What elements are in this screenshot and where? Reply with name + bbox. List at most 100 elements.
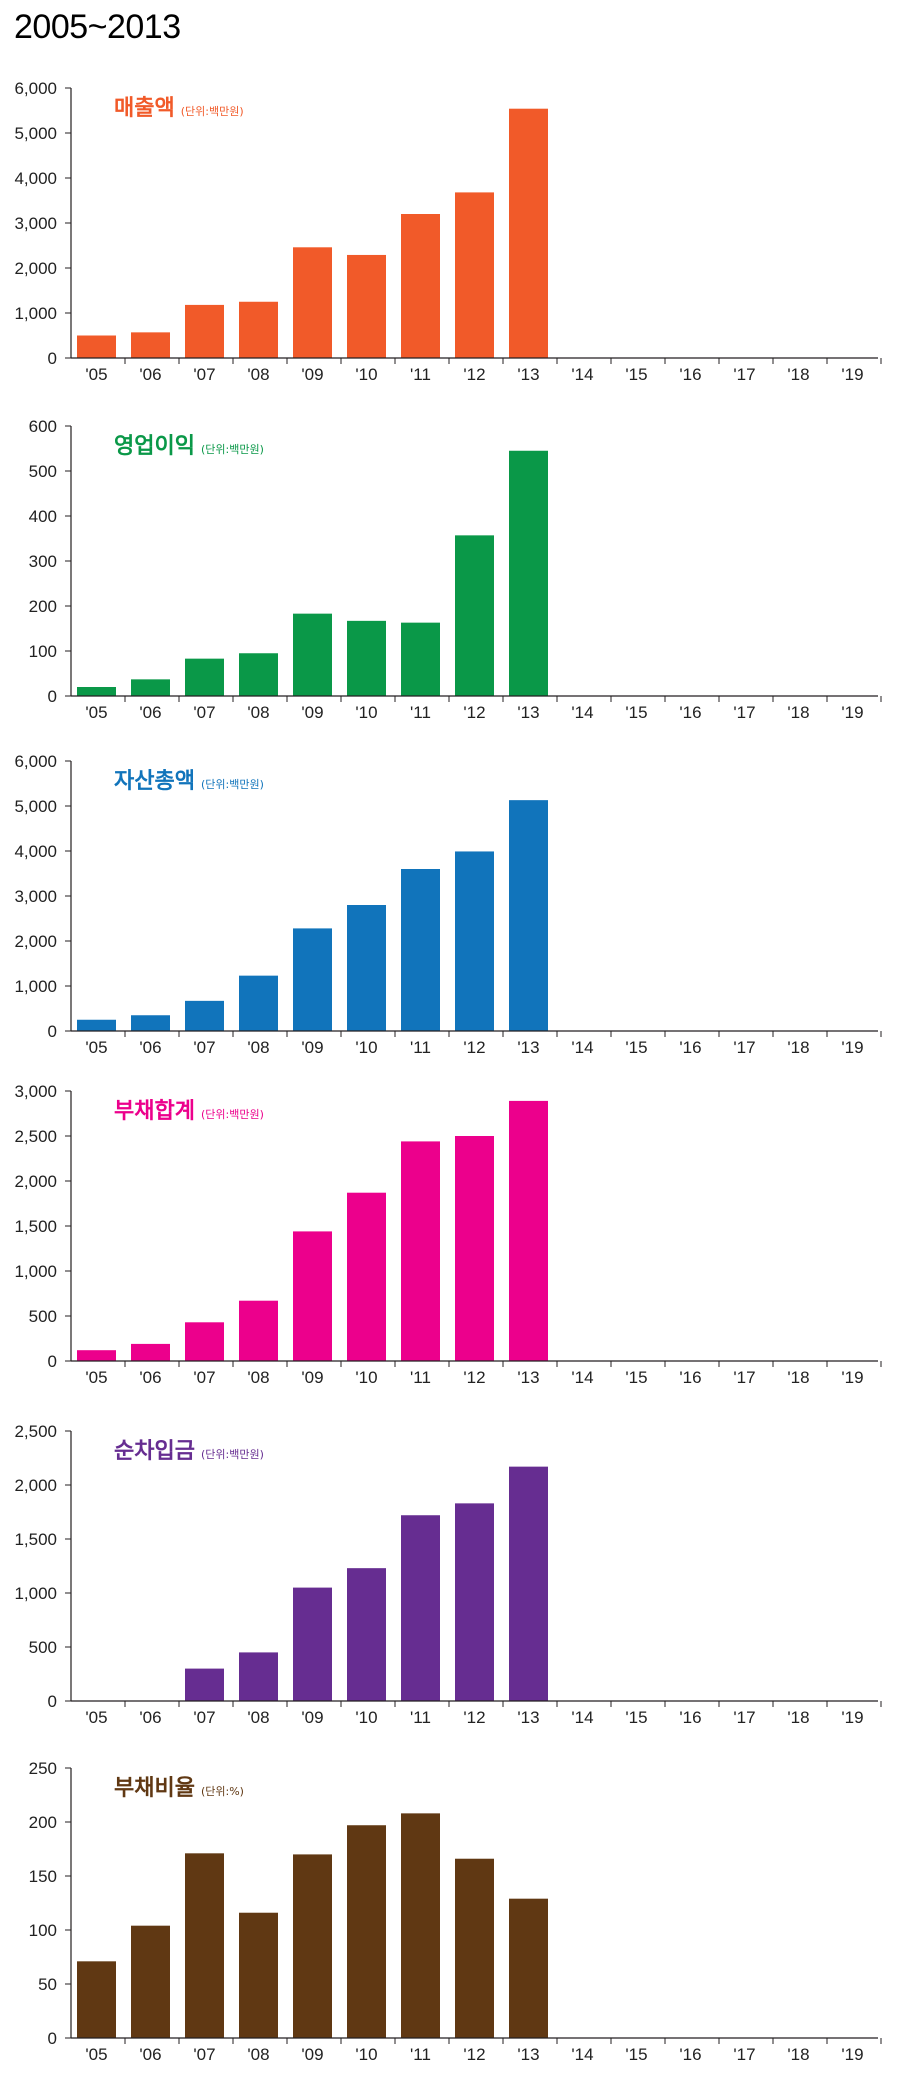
- bar-05: [77, 1961, 116, 2038]
- bar-09: [293, 247, 332, 358]
- x-tick-label: '10: [355, 1708, 377, 1727]
- chart-unit: (단위:백만원): [200, 1448, 264, 1461]
- bar-07: [185, 1668, 224, 1701]
- y-tick-label: 2,500: [14, 1422, 57, 1441]
- bar-10: [347, 1825, 386, 2038]
- chart-panel: 0 500 1,000 1,500 2,000 2,500 '05 '06 '07 '08 '09 '…: [0, 1415, 898, 1745]
- chart-unit: (단위:%): [200, 1785, 244, 1798]
- x-tick-label: '10: [355, 365, 377, 384]
- y-tick-label: 400: [29, 507, 57, 526]
- bar-07: [185, 658, 224, 696]
- y-tick-label: 4,000: [14, 842, 57, 861]
- y-tick-label: 5,000: [14, 797, 57, 816]
- y-tick-label: 0: [48, 1352, 57, 1371]
- x-tick-label: '09: [301, 365, 323, 384]
- bar-08: [239, 301, 278, 358]
- chart-unit: (단위:백만원): [200, 443, 264, 456]
- x-tick-label: '06: [139, 1368, 161, 1387]
- bar-09: [293, 928, 332, 1031]
- y-tick-label: 0: [48, 349, 57, 368]
- y-tick-label: 3,000: [14, 1082, 57, 1101]
- x-tick-label: '16: [679, 1708, 701, 1727]
- x-tick-label: '17: [733, 1368, 755, 1387]
- bar-11: [401, 869, 440, 1031]
- chart-title: 부채합계 (단위:백만원): [114, 1099, 264, 1124]
- chart-panel: 0 500 1,000 1,500 2,000 2,500 3,000 '05 '06 '07 '0…: [0, 1075, 898, 1405]
- x-tick-label: '19: [841, 1708, 863, 1727]
- chart-title: 부채비율 (단위:%): [114, 1776, 244, 1801]
- x-tick-label: '18: [787, 365, 809, 384]
- y-tick-label: 3,000: [14, 887, 57, 906]
- x-tick-label: '16: [679, 365, 701, 384]
- y-tick-label: 5,000: [14, 124, 57, 143]
- x-tick-label: '15: [625, 703, 647, 722]
- x-tick-label: '11: [410, 703, 431, 722]
- y-tick-label: 200: [29, 1813, 57, 1832]
- y-tick-label: 600: [29, 417, 57, 436]
- x-tick-label: '19: [841, 1038, 863, 1057]
- x-tick-label: '05: [85, 703, 107, 722]
- bar-12: [455, 192, 494, 358]
- x-tick-label: '08: [247, 2045, 269, 2064]
- bar-13: [509, 1100, 548, 1361]
- y-tick-label: 0: [48, 1022, 57, 1041]
- x-tick-label: '13: [517, 1368, 539, 1387]
- chart-panel: 0 1,000 2,000 3,000 4,000 5,000 6,000 '05 '06 '07…: [0, 745, 898, 1075]
- x-tick-label: '14: [571, 365, 593, 384]
- bar-06: [131, 1925, 170, 2038]
- x-tick-label: '14: [571, 2045, 593, 2064]
- x-tick-label: '12: [463, 365, 485, 384]
- x-tick-label: '11: [410, 365, 431, 384]
- bar-chart: 0 500 1,000 1,500 2,000 2,500 '05 '06 '07 '08 '09 '…: [14, 1422, 882, 1727]
- x-tick-label: '18: [787, 1038, 809, 1057]
- x-tick-label: '09: [301, 1038, 323, 1057]
- bar-05: [77, 1350, 116, 1361]
- y-tick-label: 100: [29, 642, 57, 661]
- y-tick-label: 1,000: [14, 1584, 57, 1603]
- x-tick-label: '07: [193, 365, 215, 384]
- y-tick-label: 2,000: [14, 932, 57, 951]
- bar-06: [131, 332, 170, 358]
- y-tick-label: 6,000: [14, 79, 57, 98]
- y-tick-label: 1,500: [14, 1530, 57, 1549]
- bar-09: [293, 1854, 332, 2038]
- x-tick-label: '12: [463, 1708, 485, 1727]
- chart-unit: (단위:백만원): [200, 778, 264, 791]
- x-tick-label: '19: [841, 1368, 863, 1387]
- bar-05: [77, 687, 116, 696]
- x-tick-label: '18: [787, 2045, 809, 2064]
- x-tick-label: '18: [787, 1368, 809, 1387]
- bar-10: [347, 905, 386, 1031]
- bar-08: [239, 1300, 278, 1361]
- x-tick-label: '15: [625, 1368, 647, 1387]
- bar-11: [401, 214, 440, 358]
- x-tick-label: '17: [733, 1038, 755, 1057]
- x-tick-label: '19: [841, 365, 863, 384]
- x-tick-label: '13: [517, 365, 539, 384]
- x-tick-label: '05: [85, 1708, 107, 1727]
- x-tick-label: '13: [517, 703, 539, 722]
- bar-11: [401, 1141, 440, 1361]
- bar-07: [185, 304, 224, 358]
- y-tick-label: 0: [48, 1692, 57, 1711]
- chart-title: 매출액 (단위:백만원): [114, 96, 244, 121]
- bar-12: [455, 1136, 494, 1361]
- bar-07: [185, 1853, 224, 2038]
- bar-08: [239, 975, 278, 1031]
- x-tick-label: '08: [247, 1368, 269, 1387]
- bar-chart: 0 50 100 150 200 250 '05 '06 '07 '08 '09 '10 '11 '12 '…: [29, 1759, 882, 2064]
- y-tick-label: 500: [29, 462, 57, 481]
- x-tick-label: '06: [139, 1708, 161, 1727]
- x-tick-label: '14: [571, 703, 593, 722]
- x-tick-label: '09: [301, 703, 323, 722]
- bar-12: [455, 535, 494, 696]
- bar-13: [509, 450, 548, 696]
- bar-07: [185, 1000, 224, 1031]
- x-tick-label: '16: [679, 703, 701, 722]
- bar-06: [131, 1015, 170, 1031]
- x-tick-label: '06: [139, 703, 161, 722]
- x-tick-label: '11: [410, 1038, 431, 1057]
- bar-13: [509, 1466, 548, 1701]
- x-tick-label: '17: [733, 703, 755, 722]
- x-tick-label: '13: [517, 2045, 539, 2064]
